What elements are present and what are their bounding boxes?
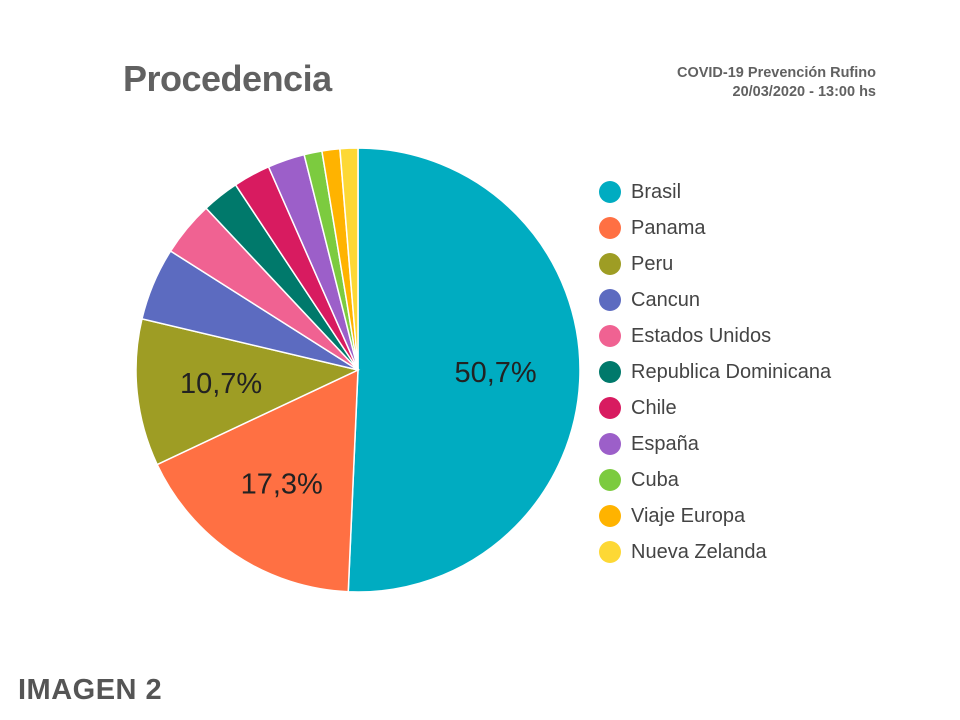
legend-label: Brasil bbox=[631, 180, 682, 203]
source-line-organization: COVID-19 Prevención Rufino bbox=[676, 65, 876, 81]
legend-label: Nueva Zelanda bbox=[631, 540, 767, 563]
legend-label: Estados Unidos bbox=[631, 324, 772, 347]
legend-swatch bbox=[599, 433, 621, 455]
pie-slice-brasil bbox=[347, 147, 581, 593]
legend-swatch bbox=[599, 325, 621, 347]
legend-label: Cuba bbox=[631, 468, 679, 491]
legend-swatch bbox=[599, 217, 621, 239]
legend-label: Viaje Europa bbox=[631, 504, 746, 527]
source-line-date: 20/03/2020 - 13:00 hs bbox=[732, 84, 877, 100]
legend-item: Estados Unidos bbox=[599, 318, 831, 354]
legend-label: Republica Dominicana bbox=[631, 360, 832, 383]
legend-swatch bbox=[599, 289, 621, 311]
legend-item: España bbox=[599, 426, 831, 462]
legend-swatch bbox=[599, 181, 621, 203]
legend-item: Panama bbox=[599, 210, 831, 246]
legend-label: Cancun bbox=[631, 288, 700, 311]
pie-data-label: 10,7% bbox=[180, 368, 262, 400]
legend-item: Peru bbox=[599, 246, 831, 282]
chart-source: COVID-19 Prevención Rufino 20/03/2020 - … bbox=[677, 64, 876, 102]
legend-swatch bbox=[599, 541, 621, 563]
image-caption: IMAGEN 2 bbox=[18, 674, 163, 706]
legend-swatch bbox=[599, 505, 621, 527]
legend-swatch bbox=[599, 397, 621, 419]
pie-data-label: 17,3% bbox=[241, 469, 323, 501]
legend-item: Cuba bbox=[599, 462, 831, 498]
legend-item: Chile bbox=[599, 390, 831, 426]
legend-swatch bbox=[599, 361, 621, 383]
legend-item: Brasil bbox=[599, 174, 831, 210]
pie-slice-panama bbox=[156, 368, 359, 593]
chart-legend: Brasil Panama Peru Cancun Estados Unidos Repu… bbox=[599, 174, 831, 570]
legend-label: Panama bbox=[631, 216, 706, 239]
pie-slice-peru bbox=[135, 317, 361, 466]
legend-label: Peru bbox=[631, 252, 674, 275]
legend-swatch bbox=[599, 469, 621, 491]
legend-item: Cancun bbox=[599, 282, 831, 318]
legend-label: España bbox=[631, 432, 699, 455]
pie-data-label: 50,7% bbox=[454, 357, 536, 389]
legend-item: Republica Dominicana bbox=[599, 354, 831, 390]
legend-item: Nueva Zelanda bbox=[599, 534, 831, 570]
legend-label: Chile bbox=[631, 396, 677, 419]
pie-slice-nueva-zelanda bbox=[339, 147, 359, 371]
legend-swatch bbox=[599, 253, 621, 275]
chart-title: Procedencia bbox=[123, 58, 332, 99]
legend-item: Viaje Europa bbox=[599, 498, 831, 534]
